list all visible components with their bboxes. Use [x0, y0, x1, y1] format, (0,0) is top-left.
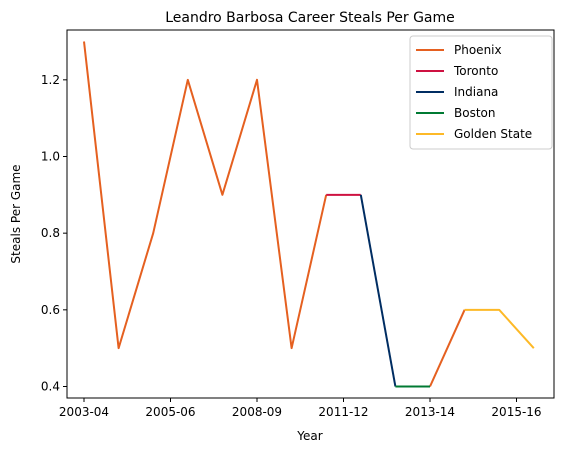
- x-tick-label: 2005-06: [145, 405, 195, 419]
- series-line-indiana: [359, 194, 397, 387]
- legend-label-indiana: Indiana: [454, 85, 498, 99]
- y-tick-label: 0.6: [41, 303, 60, 317]
- x-axis: 2003-04 2005-06 2008-09 2011-12 2013-14 2015-…: [59, 398, 542, 419]
- legend-label-boston: Boston: [454, 106, 495, 120]
- legend-label-golden-state: Golden State: [454, 127, 532, 141]
- chart-title: Leandro Barbosa Career Steals Per Game: [165, 10, 455, 26]
- x-tick-label: 2013-14: [405, 405, 455, 419]
- y-axis: 0.4 0.6 0.8 1.0 1.2: [41, 73, 67, 394]
- y-tick-label: 0.4: [41, 380, 60, 394]
- x-axis-title: Year: [296, 429, 322, 443]
- plot-area-frame: [66, 29, 555, 399]
- legend-label-phoenix: Phoenix: [454, 43, 502, 57]
- legend-label-toronto: Toronto: [453, 64, 498, 78]
- x-tick-label: 2008-09: [232, 405, 282, 419]
- y-tick-label: 0.8: [41, 226, 60, 240]
- x-tick-label: 2011-12: [318, 405, 368, 419]
- y-axis-title: Steals Per Game: [9, 164, 23, 263]
- series-line-phoenix: [83, 41, 328, 350]
- y-tick-label: 1.2: [41, 73, 60, 87]
- series-connector-line-0: [429, 309, 466, 387]
- plot-lines: [83, 41, 535, 388]
- x-tick-label: 2003-04: [59, 405, 109, 419]
- legend: Phoenix Toronto Indiana Boston Golden State: [409, 35, 553, 150]
- legend-box: [409, 35, 553, 150]
- series-line-golden-state: [464, 308, 535, 349]
- y-tick-label: 1.0: [41, 150, 60, 164]
- x-tick-label: 2015-16: [491, 405, 541, 419]
